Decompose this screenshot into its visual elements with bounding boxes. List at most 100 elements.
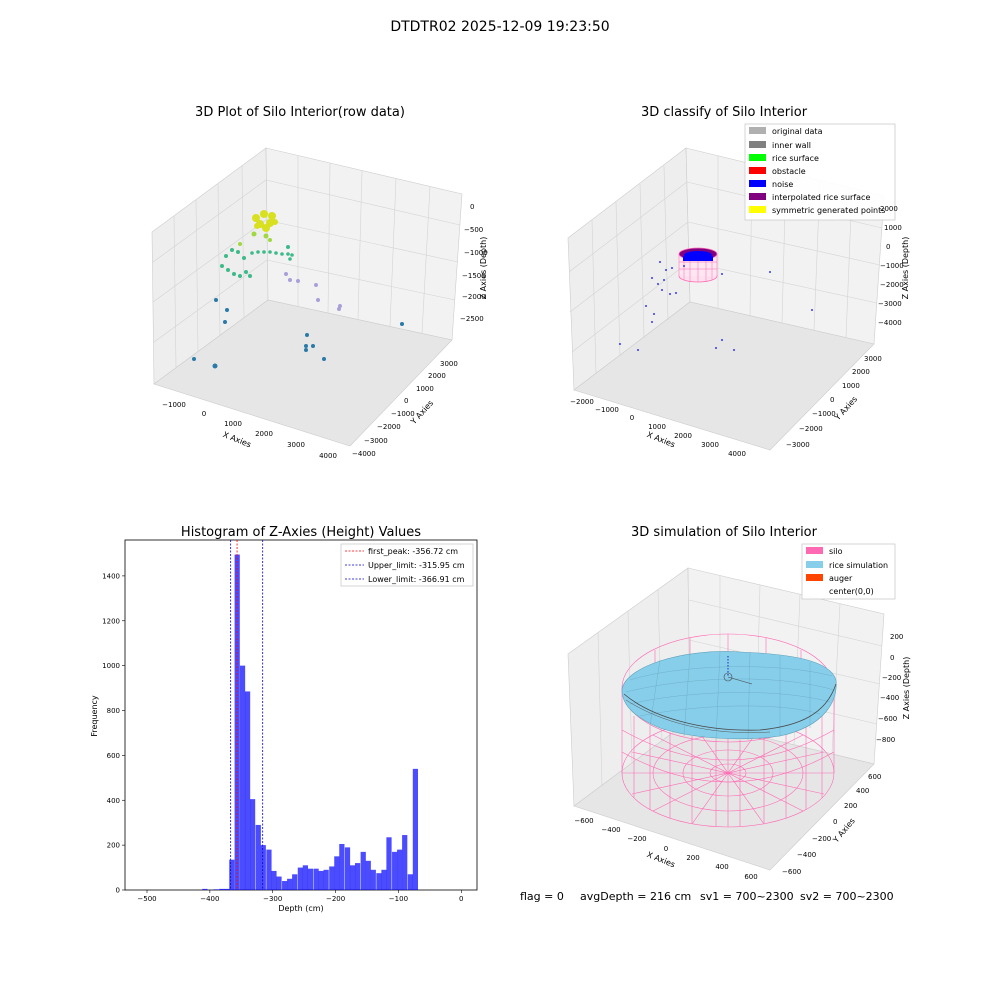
hist-bar xyxy=(219,888,225,890)
classify-ztick: −2000 xyxy=(880,281,904,289)
legend-first-peak: first_peak: -356.72 cm xyxy=(368,547,458,556)
classify-ytick: 2000 xyxy=(852,368,870,376)
figure-title: DTDTR02 2025-12-09 19:23:50 xyxy=(390,19,609,35)
raw-plot-title: 3D Plot of Silo Interior(row data) xyxy=(195,105,405,120)
hist-bar xyxy=(370,869,376,890)
hist-bar xyxy=(271,870,277,890)
sim-xtick: 600 xyxy=(744,873,757,881)
sim-y-ticks: −600 −400 −200 0 200 400 600 xyxy=(782,773,881,876)
hist-bar xyxy=(397,849,403,890)
sim-ztick: 0 xyxy=(890,654,894,662)
hist-bar xyxy=(307,868,314,890)
classify-ytick: −1000 xyxy=(812,410,836,418)
hist-xtick-label: 0 xyxy=(459,895,463,903)
sim-z-ticks: 200 0 −200 −400 −600 −800 xyxy=(876,633,903,744)
sim-plot-title: 3D simulation of Silo Interior xyxy=(631,525,818,540)
auger-marker xyxy=(723,656,753,685)
sim-ytick: 0 xyxy=(833,818,837,826)
sim-ytick: −400 xyxy=(797,851,816,859)
classify-xtick: 2000 xyxy=(674,432,692,440)
hist-ytick-label: 1400 xyxy=(102,572,120,580)
hist-bar xyxy=(323,869,329,890)
sim-ytick: 200 xyxy=(844,802,857,810)
hist-bar xyxy=(344,847,351,890)
raw-xtick: 4000 xyxy=(319,452,337,460)
hist-ytick-label: 400 xyxy=(107,797,120,805)
sim-ytick: 600 xyxy=(868,773,881,781)
classify-ztick: −1000 xyxy=(880,262,904,270)
hist-bar xyxy=(244,691,251,890)
raw-ztick: −2500 xyxy=(460,315,484,323)
sim-ztick: −200 xyxy=(882,674,901,682)
raw-x-ticks: −1000 0 1000 2000 3000 4000 xyxy=(162,401,337,460)
hist-bar xyxy=(386,837,392,890)
raw-z-ticks: 0 −500 −1000 −1500 −2000 −2500 xyxy=(460,203,488,323)
classify-x-label: X Axies xyxy=(646,430,677,449)
sim-ytick: −600 xyxy=(782,868,801,876)
classify-ztick: 2000 xyxy=(880,205,898,213)
hist-vlines xyxy=(230,540,264,890)
flag-readout: flag = 0 xyxy=(520,890,564,903)
panel-classify-3d: 3D classify of Silo Interior xyxy=(567,105,910,458)
hist-bar xyxy=(266,849,272,890)
hist-ytick-label: 1200 xyxy=(102,617,120,625)
panel-histogram: Histogram of Z-Axies (Height) Values −50… xyxy=(90,525,478,913)
raw-z-label: Z Axies (Depth) xyxy=(479,237,488,300)
raw-ztick: −1000 xyxy=(464,249,488,257)
sv2-readout: sv2 = 700~2300 xyxy=(800,890,894,903)
raw-ytick: −2000 xyxy=(377,423,401,431)
hist-bar xyxy=(282,881,288,890)
hist-ytick-label: 0 xyxy=(116,887,120,895)
hist-bar xyxy=(255,824,261,890)
hist-bar xyxy=(349,865,356,890)
hist-bar xyxy=(318,870,324,890)
hist-bar xyxy=(392,851,398,890)
legend-inner-wall: inner wall xyxy=(772,141,811,150)
hist-bar xyxy=(376,873,382,890)
classify-ztick: 0 xyxy=(886,243,890,251)
raw-xtick: 3000 xyxy=(287,441,305,449)
classify-xtick: 0 xyxy=(630,414,634,422)
classify-ytick: 0 xyxy=(830,396,834,404)
classify-x-ticks: −2000 −1000 0 1000 2000 3000 4000 xyxy=(570,398,746,458)
sim-x-label: X Axies xyxy=(646,850,677,869)
raw-ytick: 2000 xyxy=(428,372,446,380)
panel-raw-3d: 3D Plot of Silo Interior(row data) xyxy=(151,105,488,460)
hist-y-ticks: 0 200 400 600 800 1000 1200 1400 xyxy=(102,572,125,895)
raw-x-label: X Axies xyxy=(222,430,253,449)
raw-ztick: −500 xyxy=(464,226,483,234)
hist-ytick-label: 800 xyxy=(107,707,120,715)
raw-ytick: −1000 xyxy=(391,410,415,418)
sim-ztick: 200 xyxy=(890,633,903,641)
raw-ytick: 1000 xyxy=(416,385,434,393)
sim-z-label: Z Axies (Depth) xyxy=(902,657,911,720)
raw-ztick: 0 xyxy=(470,203,474,211)
legend-original-data: original data xyxy=(772,127,823,136)
raw-3d-box xyxy=(151,147,463,447)
sim-ztick: −600 xyxy=(878,715,897,723)
sim-xtick: 400 xyxy=(715,863,728,871)
hist-bar xyxy=(213,889,219,890)
classify-plot-title: 3D classify of Silo Interior xyxy=(641,105,808,120)
hist-title: Histogram of Z-Axies (Height) Values xyxy=(181,525,421,540)
hist-ytick-label: 600 xyxy=(107,752,120,760)
hist-legend: first_peak: -356.72 cm Upper_limit: -315… xyxy=(340,543,474,587)
hist-x-ticks: −500 −400 −300 −200 −100 0 xyxy=(137,890,464,903)
classify-y-label: Y Axies xyxy=(832,395,859,423)
classify-xtick: −1000 xyxy=(595,406,619,414)
sim-xtick: −400 xyxy=(601,826,620,834)
classify-cylinder xyxy=(678,247,718,283)
classify-z-label: Z Axies (Depth) xyxy=(901,237,910,300)
hist-bar xyxy=(292,874,298,890)
hist-bar xyxy=(202,888,208,890)
classify-y-ticks: −3000 −2000 −1000 0 1000 2000 3000 xyxy=(786,355,882,449)
legend-rice-simulation: rice simulation xyxy=(829,561,888,570)
classify-legend: original data inner wall rice surface ob… xyxy=(744,123,896,221)
sim-ytick: −200 xyxy=(812,835,831,843)
classify-xtick: 3000 xyxy=(701,441,719,449)
hist-bar xyxy=(287,878,293,890)
legend-silo: silo xyxy=(829,547,843,556)
sim-x-ticks: −600 −400 −200 0 200 400 600 xyxy=(574,817,757,881)
legend-interpolated-rice-surface: interpolated rice surface xyxy=(772,193,870,202)
